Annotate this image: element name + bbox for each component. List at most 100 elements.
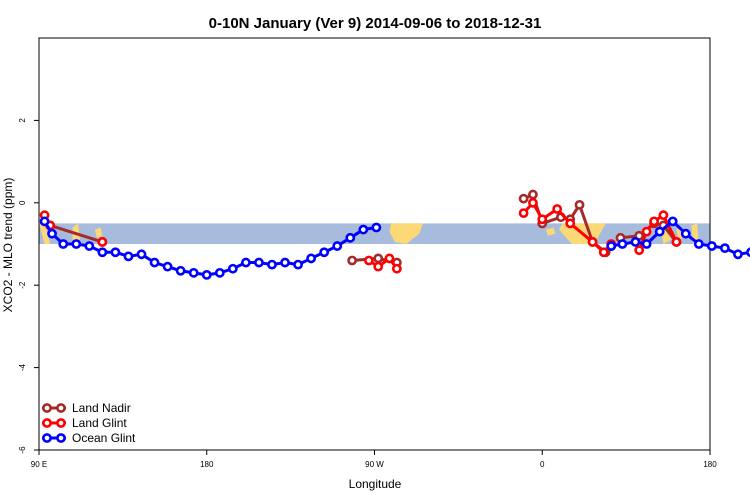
data-point <box>680 228 691 239</box>
data-point <box>162 261 173 272</box>
legend-item-land-nadir: Land Nadir <box>42 401 131 415</box>
land-patch <box>545 227 556 236</box>
y-axis-label: XCO2 - MLO trend (ppm) <box>1 178 15 313</box>
data-point <box>574 199 585 210</box>
x-axis-label: Longitude <box>349 477 402 491</box>
x-tick-label: 180 <box>200 460 214 469</box>
legend-marker <box>42 403 52 413</box>
legend-marker <box>42 418 52 428</box>
data-point <box>733 249 743 260</box>
data-point <box>641 226 652 237</box>
data-point <box>319 247 330 258</box>
land-patch <box>389 223 423 244</box>
x-axis: 90 E 180 90 W 0 180 <box>31 450 717 469</box>
data-point <box>720 243 730 254</box>
series-line <box>368 256 399 270</box>
y-tick-label: -6 <box>18 446 27 454</box>
data-point <box>565 218 576 229</box>
data-point <box>630 237 641 247</box>
legend-label: Land Glint <box>72 416 127 430</box>
data-point <box>97 247 108 258</box>
data-point <box>201 269 212 280</box>
data-point <box>306 253 317 264</box>
series-group <box>39 189 750 280</box>
legend-marker <box>56 418 66 428</box>
data-point <box>47 228 57 239</box>
data-point <box>746 247 750 258</box>
y-tick-label: 0 <box>18 200 27 205</box>
land-patch <box>94 227 103 238</box>
y-tick-label: 2 <box>18 118 27 123</box>
legend-item-land-glint: Land Glint <box>42 416 127 430</box>
legend-label: Ocean Glint <box>72 431 136 445</box>
data-point <box>358 224 369 235</box>
land-patch <box>39 223 51 244</box>
data-point <box>537 214 548 225</box>
data-point <box>587 237 598 247</box>
data-point <box>706 241 717 251</box>
data-point <box>634 245 645 256</box>
data-point <box>641 239 652 249</box>
data-point <box>214 267 225 278</box>
data-point <box>518 193 529 204</box>
x-tick-label: 0 <box>540 460 545 469</box>
data-point <box>84 241 95 251</box>
x-tick-label: 90 E <box>31 460 47 469</box>
x-tick-label: 90 W <box>365 460 384 469</box>
data-point <box>293 259 303 270</box>
series-ocean-glint <box>39 216 750 280</box>
data-point <box>598 247 609 258</box>
data-point <box>136 249 147 260</box>
data-point <box>528 189 538 200</box>
x-tick-label: 180 <box>703 460 717 469</box>
data-point <box>606 241 617 251</box>
data-point <box>58 239 69 249</box>
legend-marker <box>56 433 66 443</box>
data-point <box>391 263 402 274</box>
y-axis: -6 -4 -2 0 2 <box>18 118 39 454</box>
data-point <box>384 253 395 264</box>
series-land-glint <box>39 197 682 274</box>
data-point <box>373 261 384 272</box>
data-point <box>617 239 628 249</box>
data-point <box>240 257 251 268</box>
data-point <box>345 232 356 243</box>
series-line <box>49 224 103 244</box>
background-band <box>39 223 710 244</box>
chart-title: 0-10N January (Ver 9) 2014-09-06 to 2018… <box>209 15 542 32</box>
data-point <box>518 208 529 218</box>
data-point <box>654 226 665 237</box>
y-tick-label: -2 <box>18 281 27 289</box>
data-point <box>649 216 659 227</box>
data-point <box>254 257 264 268</box>
data-point <box>373 253 384 264</box>
data-point <box>332 241 343 251</box>
data-point <box>347 255 358 266</box>
legend-marker <box>56 403 66 413</box>
data-point <box>667 216 678 227</box>
ocean-band <box>39 223 710 244</box>
data-point <box>175 265 186 276</box>
data-point <box>110 247 121 258</box>
legend-label: Land Nadir <box>72 401 131 415</box>
data-point <box>97 237 108 247</box>
data-point <box>364 255 374 266</box>
data-point <box>123 251 134 262</box>
data-point <box>371 222 382 233</box>
data-point <box>671 237 682 247</box>
data-point <box>39 216 50 227</box>
y-tick-label: -4 <box>18 363 27 371</box>
data-point <box>267 259 277 270</box>
data-point <box>693 239 704 249</box>
data-point <box>280 257 290 268</box>
data-point <box>227 263 238 274</box>
legend-marker <box>42 433 52 443</box>
data-point <box>528 197 538 208</box>
data-point <box>552 204 563 214</box>
data-point <box>658 210 669 221</box>
data-point <box>71 239 82 249</box>
legend-item-ocean-glint: Ocean Glint <box>42 431 136 445</box>
data-point <box>149 257 160 268</box>
